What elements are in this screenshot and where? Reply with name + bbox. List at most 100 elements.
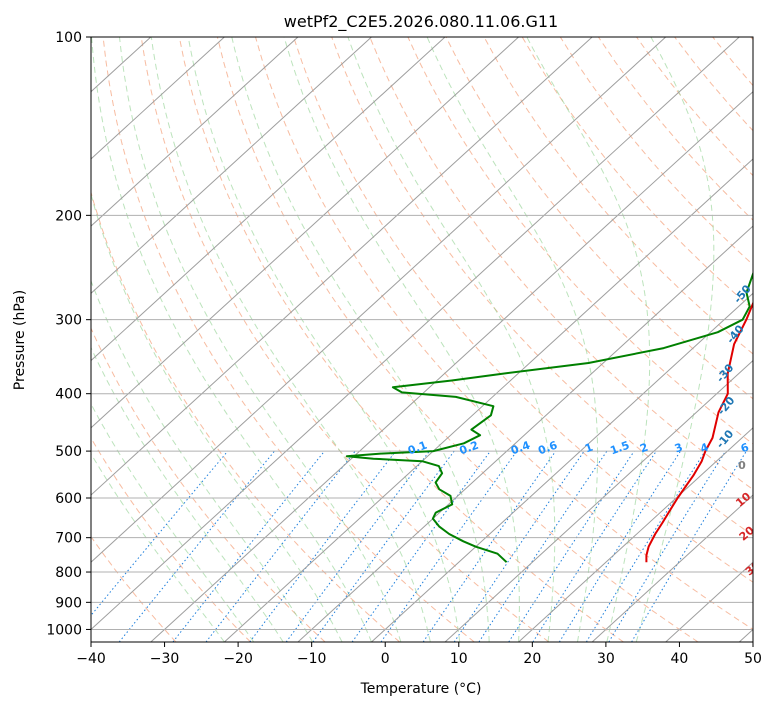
moist-adiabat <box>426 37 599 642</box>
dewpoint-line <box>345 271 753 563</box>
x-tick-label: −20 <box>223 651 253 667</box>
y-tick-label: 100 <box>55 30 82 46</box>
mixing-ratio-label: 1 <box>583 441 595 456</box>
isotherm <box>91 37 667 563</box>
dry-adiabat <box>559 37 753 266</box>
theta-label: -10 <box>714 427 737 451</box>
moist-adiabat <box>150 37 431 642</box>
mixing-ratio-line <box>532 450 657 642</box>
mixing-ratio-line <box>312 450 455 642</box>
isotherm <box>297 225 753 642</box>
dry-adiabat <box>91 436 251 642</box>
annotation-labels: -100-90-80-70-60-50-40-30-20-100.10.20.4… <box>406 194 775 606</box>
theta-label: -50 <box>731 282 754 306</box>
mixing-ratio-label: 1.5 <box>608 439 631 458</box>
x-tick-label: 0 <box>381 651 390 667</box>
mixing-ratio-line <box>478 450 608 642</box>
mixing-ratio-line <box>351 450 491 642</box>
theta-label: -30 <box>714 361 737 385</box>
y-tick-label: 600 <box>55 491 82 507</box>
x-axis-title: Temperature (°C) <box>360 681 482 697</box>
dry-adiabat <box>293 37 753 583</box>
y-tick-label: 1000 <box>46 622 82 638</box>
dry-adiabat <box>255 37 753 630</box>
dry-adiabat <box>91 190 401 642</box>
mixing-ratio-label: 2 <box>638 441 650 456</box>
mixing-ratio-line <box>91 450 229 617</box>
profile-lines <box>345 271 753 563</box>
y-tick-label: 300 <box>55 313 82 329</box>
isotherm <box>91 37 226 160</box>
isotherm <box>371 292 753 642</box>
mixing-ratio-label: 8 <box>767 441 775 456</box>
y-tick-label: 900 <box>55 595 82 611</box>
x-tick-label: −40 <box>76 651 106 667</box>
moist-adiabat <box>347 37 556 642</box>
isotherm <box>91 37 446 362</box>
dry-adiabat <box>636 37 753 177</box>
isotherm <box>91 37 299 227</box>
mixing-ratio-label: 0.4 <box>509 438 532 457</box>
x-axis: −40 −30 −20 −10 0 10 20 30 40 50 <box>76 642 762 667</box>
moist-adiabat <box>91 37 372 642</box>
mixing-ratio-label: 0.2 <box>458 439 481 458</box>
mixing-ratio-line <box>285 450 430 642</box>
y-tick-label: 800 <box>55 565 82 581</box>
isotherm <box>91 37 520 429</box>
isotherm <box>224 158 753 642</box>
dry-adiabat-label: 40 <box>757 586 775 606</box>
dry-adiabat <box>750 37 753 41</box>
isotherm <box>150 90 753 642</box>
x-tick-label: 10 <box>450 651 468 667</box>
moist-adiabat <box>635 37 715 642</box>
x-tick-label: 30 <box>597 651 615 667</box>
isotherm <box>665 561 753 642</box>
y-tick-label: 700 <box>55 531 82 547</box>
isotherm <box>91 37 741 631</box>
moist-adiabat <box>91 192 343 642</box>
mixing-ratio-label: 6 <box>739 440 751 455</box>
mixing-ratio-line <box>453 450 585 642</box>
mixing-ratio-line <box>205 450 356 642</box>
x-tick-label: −10 <box>297 651 327 667</box>
dry-adiabat <box>140 37 550 642</box>
mixing-ratio-label: 4 <box>699 440 711 455</box>
mixing-ratio-line <box>249 450 397 642</box>
dry-adiabat <box>521 37 753 310</box>
chart-title: wetPf2_C2E5.2026.080.11.06.G11 <box>284 12 558 32</box>
moist-adiabat <box>231 37 490 642</box>
dry-adiabat-label: 30 <box>743 558 763 578</box>
isotherm <box>444 359 753 642</box>
moist-adiabat <box>91 402 255 642</box>
y-axis: 100 200 300 400 500 600 700 800 900 1000 <box>46 30 91 638</box>
mixing-ratio-label: 0.1 <box>406 439 429 458</box>
dry-adiabat-label: 10 <box>733 490 753 510</box>
x-tick-label: 50 <box>744 651 762 667</box>
dry-adiabat <box>91 535 177 642</box>
mixing-ratio-line <box>508 450 635 642</box>
mixing-ratio-line <box>172 450 325 642</box>
dry-adiabat <box>712 37 753 87</box>
isotherm <box>91 37 373 295</box>
mixing-ratio-line <box>422 450 557 642</box>
moist-adiabat <box>526 37 651 642</box>
theta-label: -70 <box>767 194 775 218</box>
mixing-ratio-line <box>608 450 727 642</box>
y-tick-label: 500 <box>55 444 82 460</box>
x-tick-label: 20 <box>523 651 541 667</box>
plot-frame <box>90 36 754 643</box>
y-tick-label: 200 <box>55 208 82 224</box>
moist-adiabat <box>283 37 520 642</box>
moist-adiabat <box>91 346 284 642</box>
grid-lines <box>91 37 753 642</box>
x-tick-label: 40 <box>671 651 689 667</box>
mixing-ratio-line <box>585 450 706 642</box>
isotherm <box>518 427 753 642</box>
mixing-ratio-label: 0.6 <box>536 438 559 457</box>
background-lines <box>91 37 753 642</box>
dry-adiabat <box>178 37 624 642</box>
y-tick-label: 400 <box>55 387 82 403</box>
dry-adiabat <box>369 37 753 491</box>
temperature-line <box>645 300 753 563</box>
